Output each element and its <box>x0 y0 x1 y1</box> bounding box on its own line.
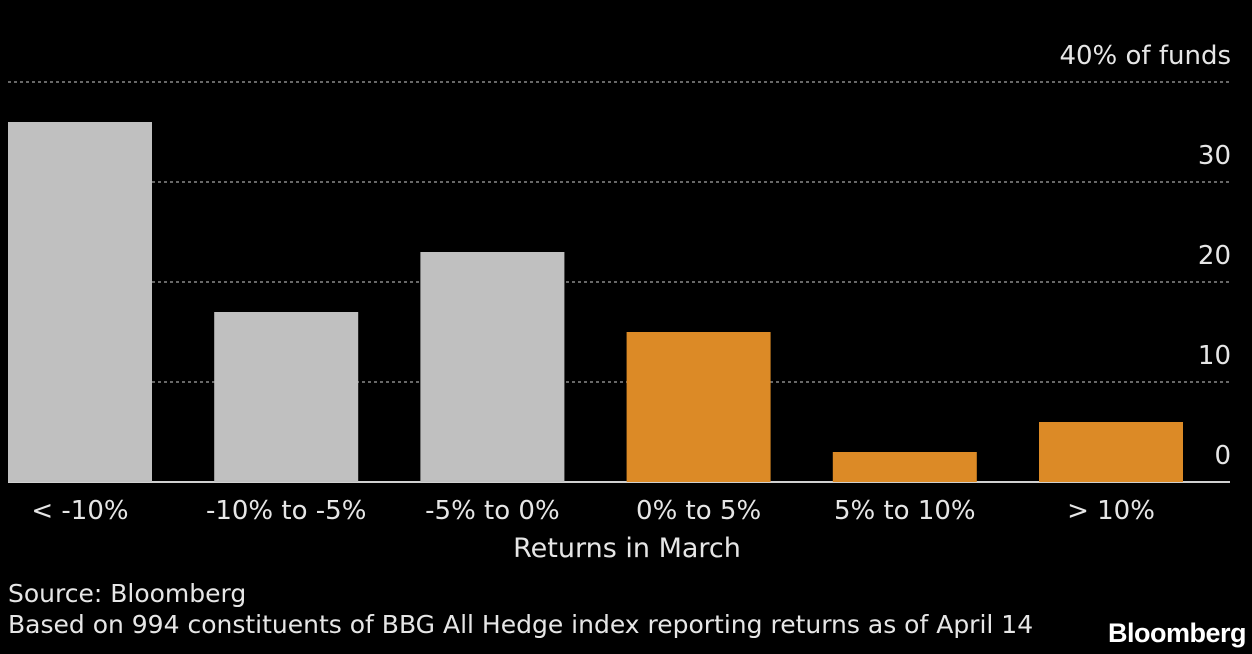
x-axis-categories: < -10% -10% to -5% -5% to 0% 0% to 5% 5% to … <box>31 496 1155 526</box>
bar <box>8 122 152 482</box>
y-tick-label: 40% of funds <box>1059 41 1231 71</box>
x-tick-label: -5% to 0% <box>425 496 560 526</box>
y-axis-ticks: 0 10 20 30 40% of funds <box>1059 41 1231 471</box>
gridlines <box>8 81 1230 483</box>
x-tick-label: 0% to 5% <box>636 496 761 526</box>
bar <box>420 252 565 482</box>
bar <box>1039 422 1183 482</box>
x-tick-label: > 10% <box>1067 496 1155 526</box>
x-tick-label: -10% to -5% <box>206 496 366 526</box>
bars <box>8 122 1183 482</box>
x-tick-label: 5% to 10% <box>834 496 976 526</box>
x-axis-label: Returns in March <box>513 533 741 564</box>
x-tick-label: < -10% <box>31 496 128 526</box>
y-tick-label: 0 <box>1214 441 1231 471</box>
footnote: Based on 994 constituents of BBG All Hed… <box>8 610 1034 639</box>
y-tick-label: 20 <box>1198 241 1231 271</box>
bar <box>832 452 977 482</box>
y-tick-label: 10 <box>1198 341 1231 371</box>
bloomberg-logo: Bloomberg <box>1107 618 1247 648</box>
y-tick-label: 30 <box>1198 141 1231 171</box>
bar-chart-svg: 0 10 20 30 40% of funds < -10% -10% to -5% -5%… <box>8 41 1231 564</box>
source-note: Source: Bloomberg <box>8 579 247 608</box>
bar <box>626 332 771 482</box>
bar <box>214 312 359 482</box>
